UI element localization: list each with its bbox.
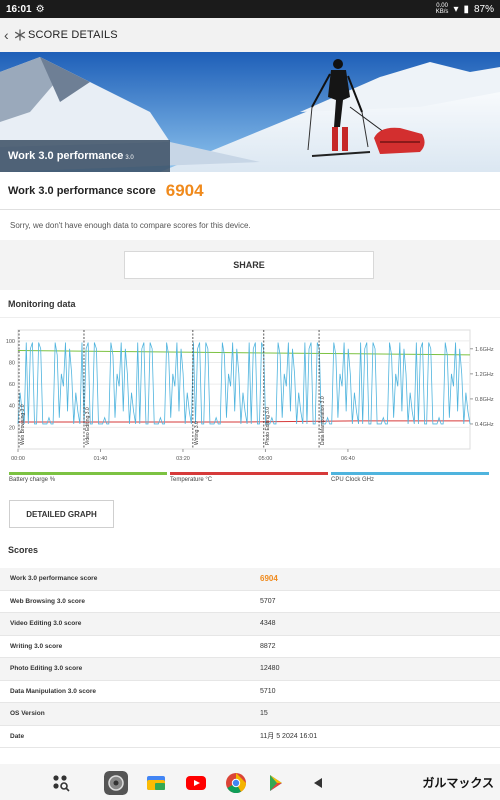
table-row: Work 3.0 performance score 6904 [0, 568, 500, 591]
segment-label: Writing 3.0 [194, 421, 200, 445]
segment-label: Photo Editing 3.0 [265, 407, 271, 445]
battery-icon: ▮ [463, 3, 469, 15]
wifi-icon: ▾ [453, 3, 459, 15]
score-value: 6904 [165, 180, 204, 200]
play-store-icon[interactable] [265, 772, 287, 794]
score-name: Date [10, 732, 25, 740]
chrome-app-icon[interactable] [225, 772, 247, 794]
score-value-cell: 6904 [260, 574, 278, 584]
segment-label: Data Manipulation 3.0 [320, 396, 326, 445]
compare-message: Sorry, we don't have enough data to comp… [10, 220, 251, 230]
table-row: OS Version 15 [0, 703, 500, 726]
y-left-tick-label: 40 [9, 404, 15, 410]
series-temperature-line [18, 420, 470, 423]
scores-table: Work 3.0 performance score 6904 Web Browsi… [0, 568, 500, 748]
status-time: 16:01 [6, 3, 32, 15]
network-speed: 0.00 KB/s [435, 3, 449, 15]
hero-illustration [0, 52, 500, 172]
app-bar: ‹ SCORE DETAILS [0, 18, 500, 52]
y-right-tick-label: 1.2GHz [475, 372, 494, 378]
score-value-cell: 11月 5 2024 16:01 [260, 733, 318, 741]
back-chevron-icon[interactable]: ‹ [4, 27, 9, 43]
table-row: Writing 3.0 score 8872 [0, 635, 500, 658]
x-tick-label: 05:00 [259, 456, 273, 462]
watermark-logo: ガルマックス [422, 776, 494, 790]
score-value-cell: 12480 [260, 665, 280, 673]
score-value-cell: 5707 [260, 597, 276, 605]
score-name: OS Version [10, 710, 45, 718]
y-left-tick-label: 20 [9, 425, 15, 431]
detailed-graph-button[interactable]: DETAILED GRAPH [9, 500, 114, 528]
score-name: Work 3.0 performance score [10, 575, 98, 583]
scores-title: Scores [8, 545, 39, 555]
snowflake-icon [14, 29, 26, 41]
legend-temperature: Temperature °C [170, 472, 328, 488]
score-name: Writing 3.0 score [10, 642, 63, 650]
score-value-cell: 15 [260, 710, 268, 718]
table-row: Date 11月 5 2024 16:01 [0, 725, 500, 748]
settings-gear-icon: ⚙ [35, 3, 45, 15]
score-name: Video Editing 3.0 score [10, 620, 82, 628]
score-name: Photo Editing 3.0 score [10, 665, 83, 673]
table-row: Photo Editing 3.0 score 12480 [0, 658, 500, 681]
status-bar: 16:01 ⚙ 0.00 KB/s ▾ ▮ 87% [0, 0, 500, 18]
monitoring-chart[interactable]: 100 80 60 40 20 1.6GHz 1.2GHz 0.8GHz 0.4GHz 00:00… [0, 322, 500, 472]
youtube-app-icon[interactable] [185, 772, 207, 794]
hero-banner: Work 3.0 performance 3.0 [0, 52, 500, 172]
score-value-cell: 8872 [260, 642, 276, 650]
settings-app-icon[interactable] [104, 771, 128, 795]
share-button[interactable]: SHARE [124, 251, 374, 279]
segment-label: Video Editing 3.0 [85, 407, 91, 445]
monitoring-title: Monitoring data [0, 290, 500, 318]
battery-percent: 87% [473, 3, 494, 15]
hero-title: Work 3.0 performance 3.0 [8, 150, 134, 162]
x-tick-label: 00:00 [11, 456, 25, 462]
y-left-tick-label: 80 [9, 360, 15, 366]
score-value-cell: 4348 [260, 620, 276, 628]
table-row: Video Editing 3.0 score 4348 [0, 613, 500, 636]
table-row: Web Browsing 3.0 score 5707 [0, 590, 500, 613]
legend-battery: Battery charge % [9, 472, 167, 488]
back-nav-icon[interactable] [308, 772, 330, 794]
series-battery-line [17, 350, 471, 356]
score-value-cell: 5710 [260, 687, 276, 695]
app-drawer-icon[interactable] [50, 772, 72, 794]
segment-label: Web Browsing 3.0 [20, 404, 26, 445]
page-title: SCORE DETAILS [28, 29, 118, 41]
y-right-tick-label: 0.8GHz [475, 397, 494, 403]
y-right-tick-label: 0.4GHz [475, 422, 494, 428]
score-name: Data Manipulation 3.0 score [10, 687, 96, 695]
x-tick-label: 03:20 [176, 456, 190, 462]
legend-cpu-clock: CPU Clock GHz [331, 472, 489, 488]
files-app-icon[interactable] [145, 772, 167, 794]
x-tick-label: 06:40 [341, 456, 355, 462]
score-header: Work 3.0 performance score 6904 [0, 172, 500, 210]
series-cpu-clock-line [17, 342, 471, 425]
nav-bar [0, 764, 500, 800]
y-left-tick-label: 60 [9, 382, 15, 388]
y-right-tick-label: 1.6GHz [475, 347, 494, 353]
score-label: Work 3.0 performance score [8, 184, 156, 197]
y-left-tick-label: 100 [6, 339, 15, 345]
score-name: Web Browsing 3.0 score [10, 597, 86, 605]
chart-legend: Battery charge % Temperature °C CPU Cloc… [0, 472, 500, 488]
share-section: SHARE [0, 240, 500, 290]
table-row: Data Manipulation 3.0 score 5710 [0, 680, 500, 703]
x-tick-label: 01:40 [94, 456, 108, 462]
